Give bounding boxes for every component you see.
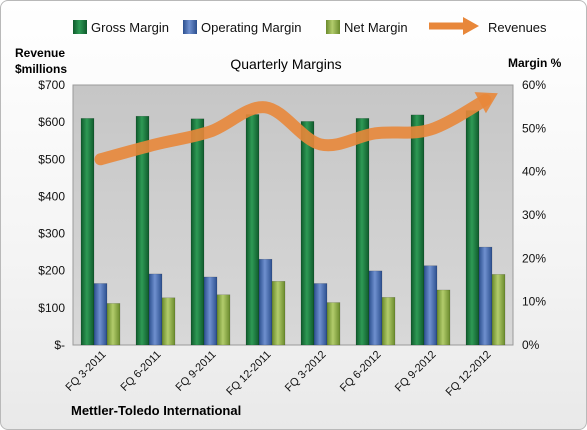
left-tick-label: $500 bbox=[38, 152, 65, 166]
category-label-fq-6-2012: FQ 6-2012 bbox=[338, 349, 384, 395]
right-tick-label: 10% bbox=[522, 295, 546, 309]
bar-operating-margin-fq-9-2012 bbox=[423, 265, 438, 346]
legend: Gross Margin Operating Margin Net Margin… bbox=[73, 17, 547, 35]
bar-gross-margin-fq-6-2011 bbox=[135, 115, 150, 346]
legend-swatch-net-margin bbox=[326, 20, 340, 34]
bar-net-margin-fq-6-2011 bbox=[161, 297, 176, 346]
left-axis-title-line2: $millions bbox=[15, 62, 67, 76]
category-label-fq-12-2012: FQ 12-2012 bbox=[444, 349, 494, 399]
category-label-fq-3-2012: FQ 3-2012 bbox=[283, 349, 329, 395]
bar-gross-margin-fq-3-2011 bbox=[80, 118, 95, 346]
left-tick-label: $100 bbox=[38, 301, 65, 315]
legend-label-net-margin: Net Margin bbox=[344, 20, 408, 35]
bars-layer bbox=[80, 110, 506, 346]
left-tick-label: $300 bbox=[38, 227, 65, 241]
footer-label: Mettler-Toledo International bbox=[71, 403, 241, 418]
bar-operating-margin-fq-9-2011 bbox=[203, 276, 218, 346]
bar-gross-margin-fq-9-2012 bbox=[410, 114, 425, 346]
bar-gross-margin-fq-6-2012 bbox=[355, 118, 370, 346]
category-labels: FQ 3-2011 FQ 6-2011 FQ 9-2011 FQ 12-2011 FQ … bbox=[64, 349, 494, 399]
right-tick-label: 0% bbox=[522, 338, 540, 352]
legend-label-operating-margin: Operating Margin bbox=[201, 20, 301, 35]
bar-operating-margin-fq-3-2012 bbox=[313, 283, 328, 346]
left-tick-label: $- bbox=[54, 338, 65, 352]
bar-net-margin-fq-3-2011 bbox=[106, 303, 121, 346]
right-tick-label: 50% bbox=[522, 121, 546, 135]
left-axis-ticks: $- $100 $200 $300 $400 $500 $600 $700 bbox=[38, 78, 65, 352]
left-tick-label: $700 bbox=[38, 78, 65, 92]
bar-operating-margin-fq-3-2011 bbox=[93, 283, 108, 346]
bar-net-margin-fq-12-2011 bbox=[271, 281, 286, 346]
bar-gross-margin-fq-12-2011 bbox=[245, 114, 260, 346]
bar-operating-margin-fq-6-2012 bbox=[368, 270, 383, 346]
legend-swatch-operating-margin bbox=[183, 20, 197, 34]
right-tick-label: 60% bbox=[522, 78, 546, 92]
bar-gross-margin-fq-3-2012 bbox=[300, 121, 315, 346]
bar-net-margin-fq-12-2012 bbox=[491, 274, 506, 346]
line-layer bbox=[94, 92, 498, 166]
right-tick-label: 30% bbox=[522, 208, 546, 222]
bar-operating-margin-fq-12-2011 bbox=[258, 258, 273, 346]
left-tick-label: $600 bbox=[38, 115, 65, 129]
bar-gross-margin-fq-12-2012 bbox=[465, 110, 480, 346]
legend-label-revenues: Revenues bbox=[488, 20, 547, 35]
left-axis-title-line1: Revenue bbox=[15, 46, 65, 60]
right-axis-title: Margin % bbox=[508, 56, 562, 70]
legend-label-gross-margin: Gross Margin bbox=[91, 20, 169, 35]
category-label-fq-12-2011: FQ 12-2011 bbox=[224, 349, 273, 398]
legend-arrowhead-revenues bbox=[463, 17, 479, 35]
right-tick-label: 20% bbox=[522, 251, 546, 265]
bar-gross-margin-fq-9-2011 bbox=[190, 118, 205, 346]
bar-net-margin-fq-6-2012 bbox=[381, 297, 396, 346]
category-label-fq-9-2011: FQ 9-2011 bbox=[174, 349, 219, 394]
revenues-line bbox=[94, 93, 492, 166]
bar-operating-margin-fq-6-2011 bbox=[148, 273, 163, 346]
right-tick-label: 40% bbox=[522, 165, 546, 179]
right-axis-ticks: 0% 10% 20% 30% 40% 50% 60% bbox=[522, 78, 546, 352]
bar-net-margin-fq-9-2012 bbox=[436, 289, 451, 346]
chart-title: Quarterly Margins bbox=[230, 56, 341, 72]
category-label-fq-9-2012: FQ 9-2012 bbox=[393, 349, 439, 395]
category-label-fq-6-2011: FQ 6-2011 bbox=[119, 349, 164, 394]
category-label-fq-3-2011: FQ 3-2011 bbox=[64, 349, 109, 394]
legend-swatch-gross-margin bbox=[73, 20, 87, 34]
bar-net-margin-fq-3-2012 bbox=[326, 302, 341, 346]
revenues-line-arrowhead bbox=[474, 92, 498, 114]
bar-operating-margin-fq-12-2012 bbox=[478, 246, 493, 346]
left-tick-label: $200 bbox=[38, 264, 65, 278]
left-tick-label: $400 bbox=[38, 189, 65, 203]
bar-net-margin-fq-9-2011 bbox=[216, 294, 231, 346]
